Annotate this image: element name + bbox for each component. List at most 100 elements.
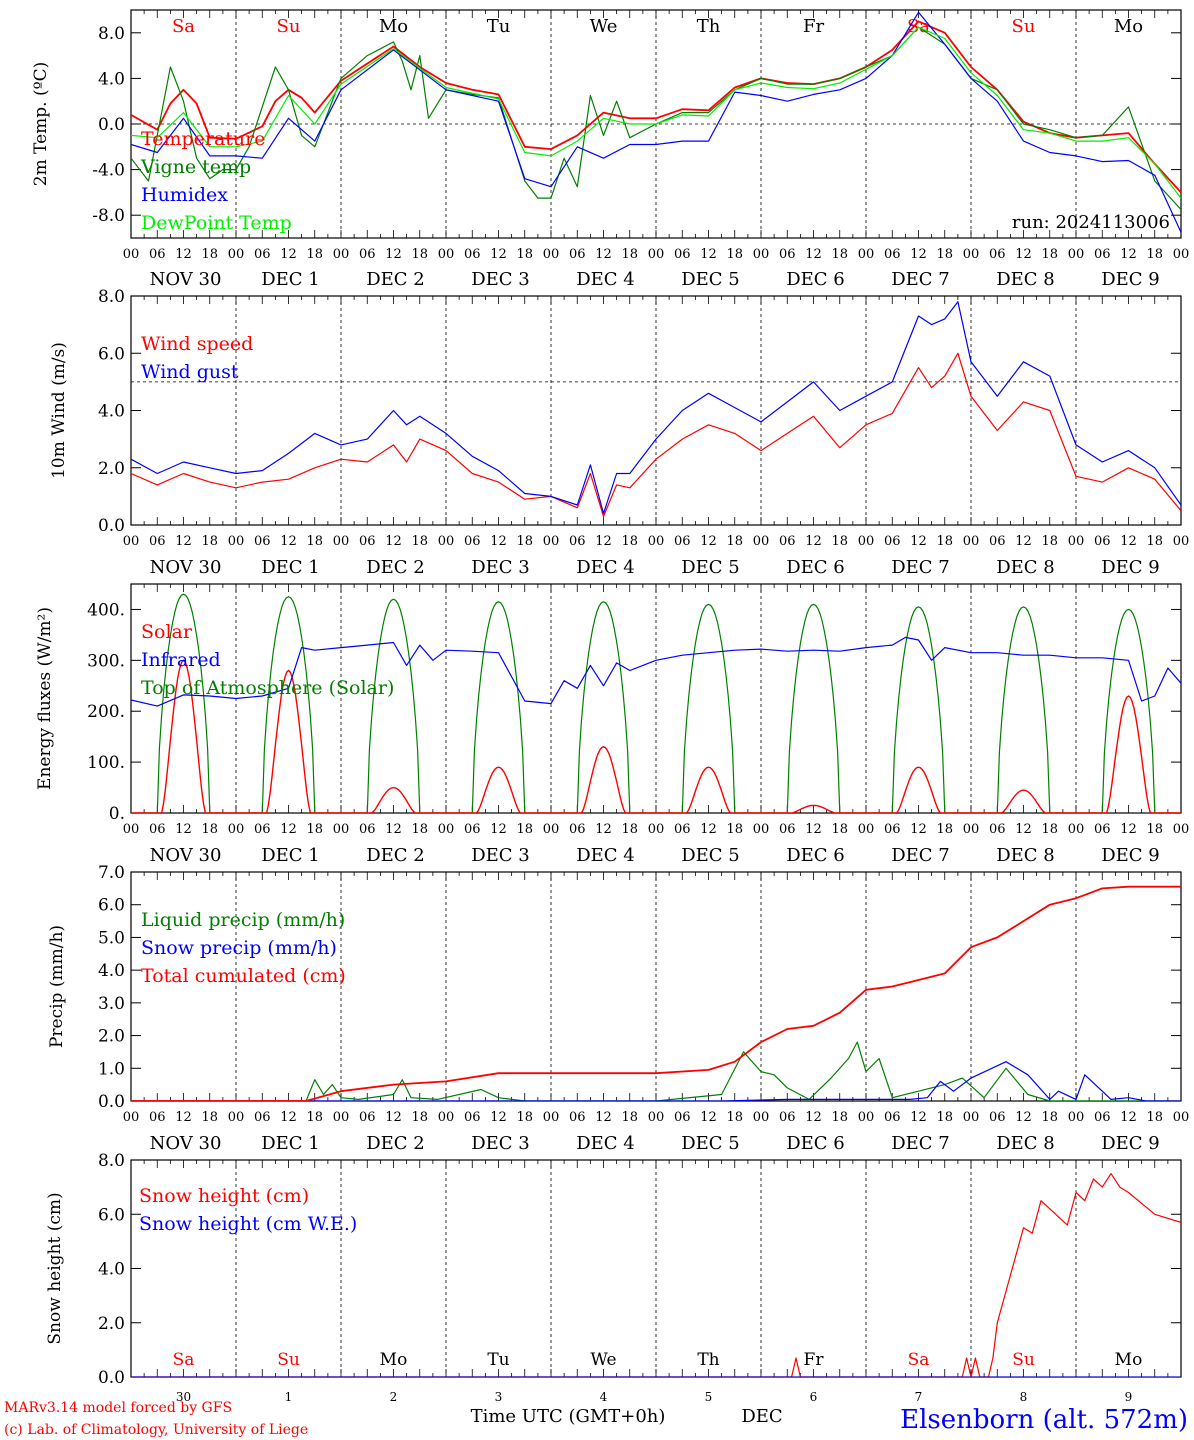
weekday-label: Sa [908, 1350, 930, 1370]
weekday-label: Mo [379, 16, 408, 37]
hour-tick-label: 12 [385, 1110, 402, 1125]
series-toa-solar-line [131, 593, 1181, 813]
date-label: DEC 4 [576, 845, 635, 866]
date-label: DEC 5 [681, 1133, 740, 1154]
hour-tick-label: 06 [674, 1110, 691, 1125]
hour-tick-label: 00 [753, 1110, 770, 1125]
date-label: DEC 4 [576, 557, 635, 578]
hour-tick-label: 18 [936, 534, 953, 549]
date-label: DEC 4 [576, 269, 635, 290]
y-tick-label: 2.0 [98, 1027, 125, 1047]
hour-tick-label: 18 [1041, 1110, 1058, 1125]
hour-tick-label: 18 [411, 822, 428, 837]
hour-tick-label: 12 [595, 822, 612, 837]
hour-tick-label: 12 [805, 247, 822, 262]
hour-tick-label: 00 [228, 534, 245, 549]
hour-tick-label: 18 [516, 534, 533, 549]
hour-tick-label: 12 [595, 247, 612, 262]
hour-tick-label: 00 [333, 822, 350, 837]
hour-tick-label: 12 [1015, 534, 1032, 549]
date-label: DEC 2 [366, 269, 425, 290]
weekday-label: Tu [487, 1350, 509, 1370]
legend-entry: Wind gust [141, 361, 239, 383]
date-label: DEC 3 [471, 557, 530, 578]
hour-tick-label: 06 [464, 822, 481, 837]
legend-entry: Snow height (cm W.E.) [139, 1213, 357, 1235]
hour-tick-label: 00 [543, 534, 560, 549]
hour-tick-label: 12 [1120, 822, 1137, 837]
hour-tick-label: 06 [884, 534, 901, 549]
series-line-infrared [131, 636, 1181, 707]
panel-2: 0.0 2.0 4.0 6.0 8.0 10m Wind (m/s) 00 06 12 18 NOV… [49, 287, 1189, 578]
hour-tick-label: 06 [569, 822, 586, 837]
y-tick-label: 0.0 [98, 1368, 125, 1388]
hour-tick-label: 00 [333, 1110, 350, 1125]
date-label: DEC 2 [366, 1133, 425, 1154]
hour-tick-label: 00 [438, 534, 455, 549]
hour-tick-label: 06 [359, 822, 376, 837]
day-number-label: 30 [176, 1390, 191, 1404]
y-tick-label: 4.0 [98, 1260, 125, 1280]
day-number-label: 5 [705, 1390, 713, 1404]
hour-tick-label: 18 [201, 822, 218, 837]
hour-tick-label: 06 [149, 534, 166, 549]
legend-entry: Snow height (cm) [139, 1185, 309, 1207]
hour-tick-label: 06 [989, 822, 1006, 837]
date-label: DEC 8 [996, 269, 1055, 290]
hour-tick-label: 18 [1146, 822, 1163, 837]
series-group [131, 1173, 1181, 1377]
legend-entry: Humidex [141, 184, 228, 206]
date-label: DEC 6 [786, 1133, 845, 1154]
hour-tick-label: 06 [884, 822, 901, 837]
month-label: DEC [741, 1406, 782, 1427]
hour-tick-label: 12 [700, 1110, 717, 1125]
hour-tick-label: 00 [963, 534, 980, 549]
hour-tick-label: 18 [726, 1110, 743, 1125]
date-label: DEC 7 [891, 845, 950, 866]
y-tick-label: 2.0 [98, 1314, 125, 1334]
hour-tick-label: 00 [228, 1110, 245, 1125]
hour-tick-label: 00 [1173, 822, 1190, 837]
hour-tick-label: 12 [490, 822, 507, 837]
hour-tick-label: 00 [753, 822, 770, 837]
legend-entry: Snow precip (mm/h) [141, 937, 337, 959]
hour-tick-label: 06 [359, 534, 376, 549]
series-line-snow-height-cm- [131, 1173, 1181, 1377]
date-label: DEC 8 [996, 1133, 1055, 1154]
legend-entry: Wind speed [141, 333, 253, 355]
hour-tick-label: 06 [989, 247, 1006, 262]
legend-entry: Temperature [141, 128, 265, 150]
date-label: NOV 30 [150, 557, 222, 578]
date-label: DEC 1 [261, 1133, 320, 1154]
hour-tick-label: 00 [753, 247, 770, 262]
hour-tick-label: 00 [858, 247, 875, 262]
weekday-label: Su [277, 1350, 300, 1370]
hour-tick-label: 12 [490, 534, 507, 549]
hour-tick-label: 06 [1094, 1110, 1111, 1125]
hour-tick-label: 00 [543, 247, 560, 262]
weekday-label: We [590, 16, 618, 37]
hour-tick-label: 00 [1173, 247, 1190, 262]
hour-tick-label: 18 [831, 1110, 848, 1125]
hour-tick-label: 06 [674, 534, 691, 549]
hour-tick-label: 18 [306, 1110, 323, 1125]
day-number-label: 9 [1125, 1390, 1133, 1404]
series-group [131, 885, 1181, 1101]
weekday-label: Su [277, 16, 301, 37]
hour-tick-label: 12 [595, 1110, 612, 1125]
hour-tick-label: 18 [936, 247, 953, 262]
hour-tick-label: 00 [963, 1110, 980, 1125]
day-number-label: 7 [915, 1390, 923, 1404]
hour-tick-label: 12 [490, 247, 507, 262]
hour-tick-label: 18 [1041, 247, 1058, 262]
hour-tick-label: 18 [201, 534, 218, 549]
hour-tick-label: 00 [648, 1110, 665, 1125]
legend-entry: Vigne temp [140, 156, 251, 178]
weekday-label: We [590, 1350, 616, 1370]
series-line-dewpoint-temp [131, 26, 1181, 199]
series-line-wind-gust [131, 301, 1181, 515]
hour-tick-label: 00 [1173, 1110, 1190, 1125]
y-tick-label: 8.0 [98, 24, 125, 44]
hour-tick-label: 12 [805, 1110, 822, 1125]
hour-tick-label: 00 [648, 247, 665, 262]
